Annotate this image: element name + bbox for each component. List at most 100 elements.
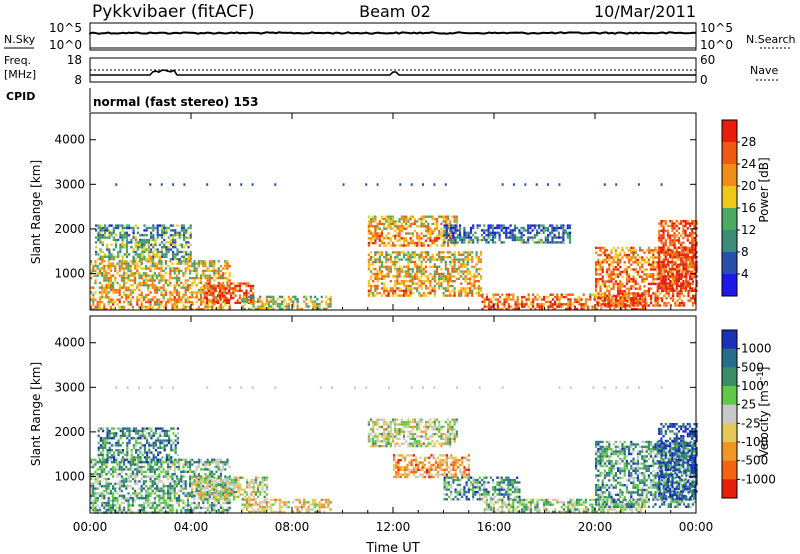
heatmap-cell [529,236,532,239]
heatmap-cell [652,256,655,259]
heatmap-cell [186,264,189,268]
heatmap-cell [427,222,430,226]
heatmap-cell [512,298,515,301]
heatmap-cell [98,269,101,273]
heatmap-cell [90,260,93,263]
heatmap-cell [224,264,227,268]
heatmap-cell [96,305,99,309]
heatmap-cell [416,275,419,278]
heatmap-cell [553,234,556,237]
heatmap-cell [160,470,163,473]
heatmap-cell [568,238,572,242]
heatmap-cell [139,238,142,242]
heatmap-cell [503,298,506,301]
heatmap-cell [617,301,620,305]
heatmap-cell [175,288,178,292]
heatmap-cell [643,289,646,293]
heatmap-cell [660,277,663,280]
heatmap-cell [102,446,105,449]
heatmap-cell [536,305,539,308]
heatmap-cell [680,299,683,302]
heatmap-cell [175,281,178,285]
heatmap-cell [511,231,514,234]
heatmap-cell [114,470,117,473]
heatmap-cell [509,236,512,239]
heatmap-cell [119,246,122,249]
heatmap-cell [134,288,137,292]
heatmap-cell [446,217,450,221]
heatmap-cell [90,276,93,280]
heatmap-cell [682,224,685,228]
heatmap-cell [606,294,609,298]
heatmap-cell [132,226,135,230]
heatmap-cell [120,461,123,464]
heatmap-cell [513,224,517,227]
heatmap-cell [420,222,423,226]
heatmap-cell [125,272,128,275]
heatmap-cell [187,255,190,258]
heatmap-cell [259,298,262,301]
heatmap-cell [475,268,478,271]
heatmap-cell [527,298,530,301]
heatmap-cell [101,497,104,500]
heatmap-cell [673,224,676,228]
heatmap-cell [466,256,469,259]
heatmap-cell [623,270,626,274]
heatmap-cell [411,260,414,264]
heatmap-cell [662,229,665,232]
heatmap-cell [391,234,395,238]
heatmap-cell [686,253,689,256]
heatmap-cell [611,295,614,299]
heatmap-cell [247,284,250,288]
heatmap-cell [206,284,209,287]
heatmap-cell [464,251,467,254]
heatmap-cell [169,487,172,490]
heatmap-cell [147,494,150,497]
heatmap-cell [429,256,432,259]
heatmap-cell [151,305,154,309]
heatmap-cell [620,307,623,311]
heatmap-cell [429,234,432,238]
heatmap-cell [203,287,206,290]
heatmap-cell [183,250,186,254]
heatmap-cell [656,285,659,288]
heatmap-cell [162,485,165,488]
heatmap-cell [411,282,414,285]
heatmap-cell [511,229,514,232]
heatmap-cell [416,268,419,271]
heatmap-cell [599,249,602,252]
heatmap-cell [615,305,618,308]
heatmap-cell [152,236,155,239]
heatmap-cell [675,265,678,268]
heatmap-cell [385,217,388,221]
heatmap-cell [227,299,230,302]
heatmap-cell [110,456,113,459]
nsky-trace [89,31,697,35]
heatmap-cell [374,227,377,230]
heatmap-cell [664,241,667,244]
heatmap-cell [169,248,172,251]
heatmap-cell [217,465,220,469]
heatmap-cell [623,289,626,293]
heatmap-cell [225,287,228,290]
heatmap-cell [691,287,694,290]
heatmap-cell [396,270,399,273]
heatmap-cell [102,458,105,461]
heatmap-cell [219,470,222,473]
heatmap-cell [125,236,129,239]
heatmap-cell [163,243,166,246]
heatmap-cell [197,305,200,309]
heatmap-cell [182,296,185,299]
heatmap-cell [658,277,661,280]
heatmap-cell [456,229,459,232]
heatmap-cell [407,265,410,268]
heatmap-cell [416,241,419,245]
heatmap-cell [202,260,205,263]
heatmap-cell [656,282,659,286]
heatmap-cell [483,231,486,234]
heatmap-cell [217,291,220,294]
heatmap-cell [658,248,661,252]
heatmap-cell [150,248,153,251]
heatmap-cell [158,288,161,292]
heatmap-cell [461,236,464,239]
